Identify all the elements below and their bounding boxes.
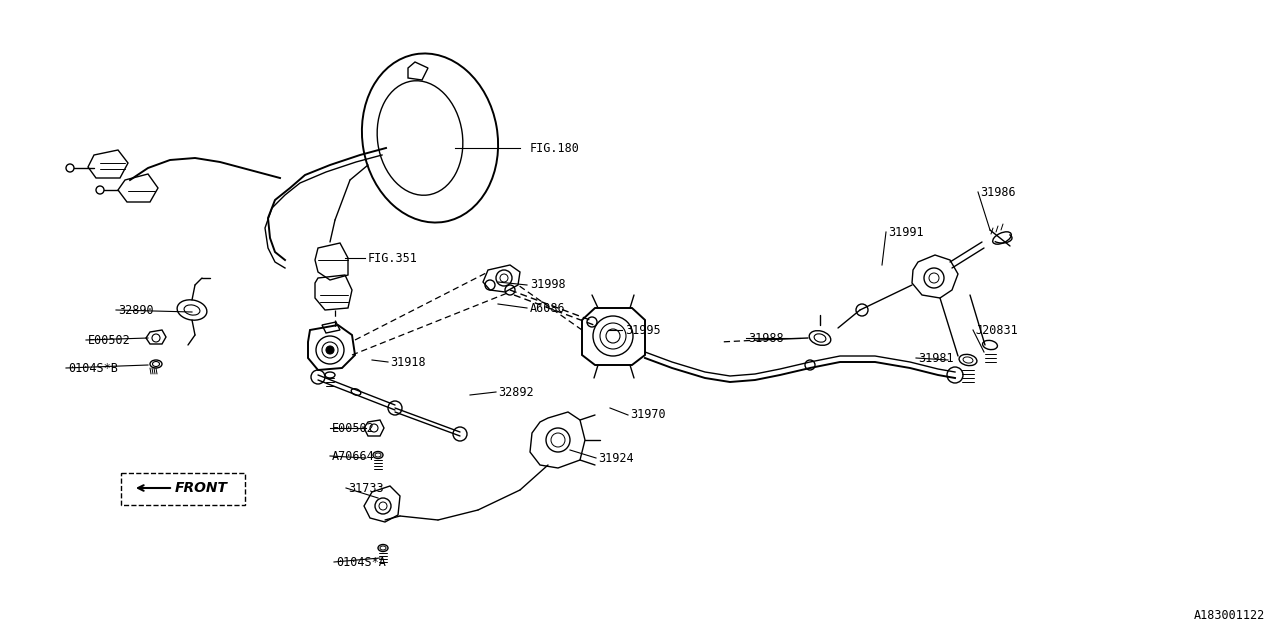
Text: 31991: 31991 [888, 225, 924, 239]
Text: FIG.180: FIG.180 [530, 141, 580, 154]
Text: 31986: 31986 [980, 186, 1015, 198]
Text: 31918: 31918 [390, 355, 426, 369]
Text: 31988: 31988 [748, 332, 783, 344]
Text: 32892: 32892 [498, 385, 534, 399]
Text: 31733: 31733 [348, 481, 384, 495]
Text: A70664: A70664 [332, 449, 375, 463]
Text: A6086: A6086 [530, 301, 566, 314]
Text: 31981: 31981 [918, 351, 954, 365]
Text: 31970: 31970 [630, 408, 666, 422]
Text: 31924: 31924 [598, 451, 634, 465]
Text: FRONT: FRONT [175, 481, 228, 495]
Text: FIG.351: FIG.351 [369, 252, 417, 264]
Text: 32890: 32890 [118, 303, 154, 317]
Text: J20831: J20831 [975, 323, 1018, 337]
Text: 0104S*B: 0104S*B [68, 362, 118, 374]
Circle shape [326, 346, 334, 354]
Text: A183001122: A183001122 [1194, 609, 1265, 622]
Text: 31998: 31998 [530, 278, 566, 291]
Text: 31995: 31995 [625, 323, 660, 337]
Text: E00502: E00502 [88, 333, 131, 346]
Text: E00502: E00502 [332, 422, 375, 435]
Text: 0104S*A: 0104S*A [335, 556, 385, 568]
